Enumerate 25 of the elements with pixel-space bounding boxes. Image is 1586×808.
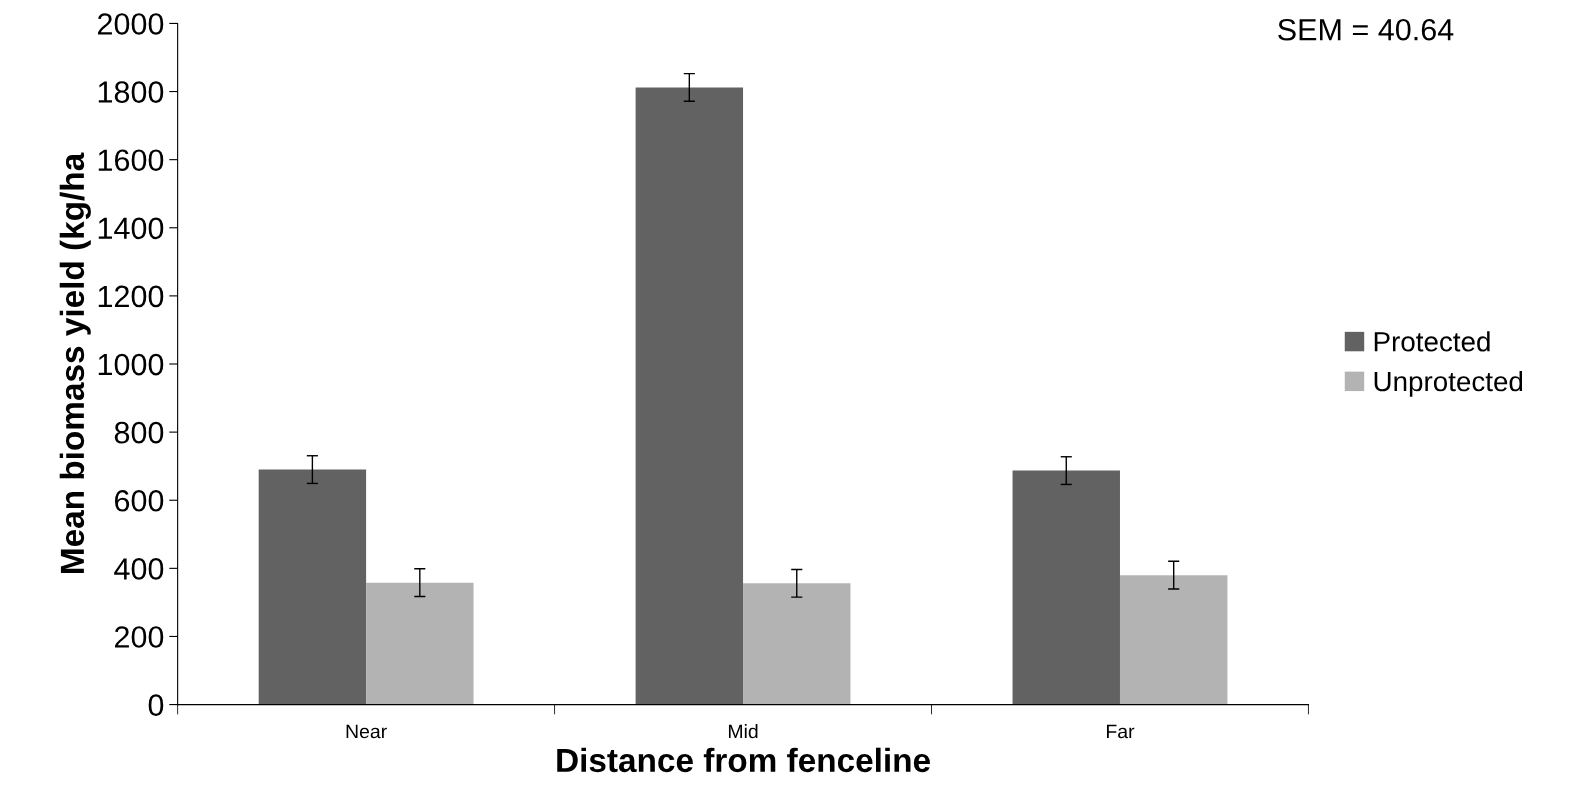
- x-tick-label: Far: [1106, 724, 1135, 739]
- y-tick-label: 2000: [98, 13, 164, 35]
- legend-label: Unprotected: [1374, 370, 1523, 397]
- bar: [258, 469, 367, 705]
- bar: [1119, 575, 1228, 705]
- bar: [1012, 470, 1120, 705]
- x-axis-title: Distance from fenceline: [557, 747, 930, 773]
- y-tick-label: 600: [115, 489, 164, 512]
- x-tick-label: Near: [346, 724, 387, 739]
- y-tick-label: 1400: [98, 217, 164, 240]
- y-tick-label: 400: [114, 558, 164, 580]
- y-tick-label: 1600: [98, 149, 164, 172]
- y-tick-label: 800: [114, 421, 164, 444]
- y-tick-label: 1800: [98, 81, 164, 103]
- y-tick-label: 0: [148, 694, 164, 716]
- bar: [743, 583, 851, 705]
- y-tick-label: 1000: [98, 353, 164, 376]
- y-tick-label: 200: [115, 626, 164, 648]
- y-axis-title: Mean biomass yield (kg/ha: [59, 152, 91, 573]
- annotation: SEM = 40.64: [1278, 18, 1454, 41]
- x-tick-label: Mid: [728, 724, 758, 739]
- bar: [366, 582, 474, 705]
- legend-label: Protected: [1374, 331, 1490, 352]
- y-tick-label: 1200: [98, 285, 164, 308]
- bar: [635, 87, 744, 705]
